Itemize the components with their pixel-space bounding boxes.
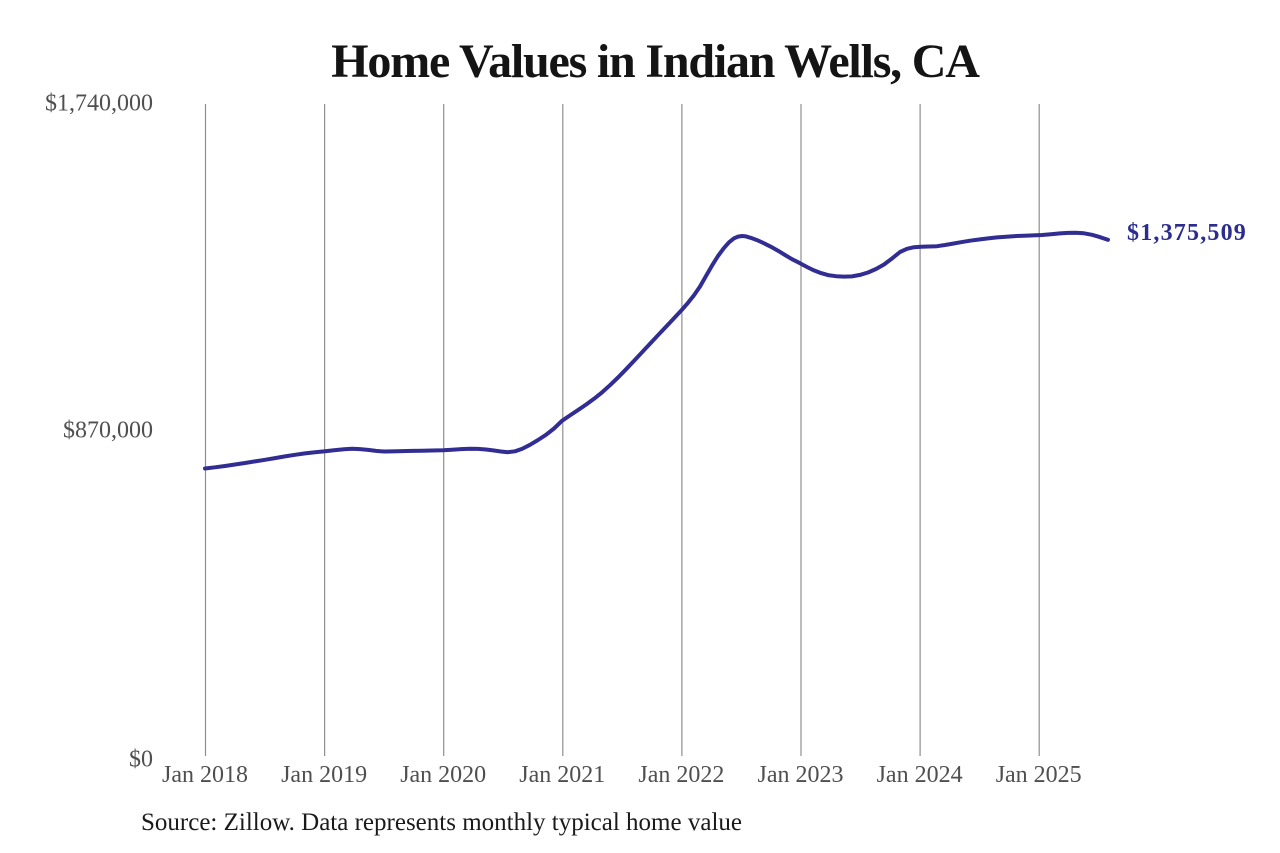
svg-text:Jan 2019: Jan 2019: [281, 762, 367, 788]
svg-text:$0: $0: [129, 747, 153, 773]
svg-text:$870,000: $870,000: [63, 418, 153, 444]
svg-text:Jan 2025: Jan 2025: [996, 762, 1082, 788]
svg-text:$1,375,509: $1,375,509: [1127, 220, 1247, 246]
svg-text:Source: Zillow. Data represent: Source: Zillow. Data represents monthly …: [141, 809, 742, 836]
svg-text:Jan 2024: Jan 2024: [877, 762, 963, 788]
svg-text:Jan 2023: Jan 2023: [758, 762, 844, 788]
svg-text:Jan 2022: Jan 2022: [638, 762, 724, 788]
svg-text:Home Values in Indian Wells, C: Home Values in Indian Wells, CA: [331, 35, 980, 88]
svg-text:Jan 2021: Jan 2021: [519, 762, 605, 788]
svg-text:Jan 2020: Jan 2020: [400, 762, 486, 788]
svg-text:$1,740,000: $1,740,000: [45, 91, 153, 117]
svg-text:Jan 2018: Jan 2018: [162, 762, 248, 788]
